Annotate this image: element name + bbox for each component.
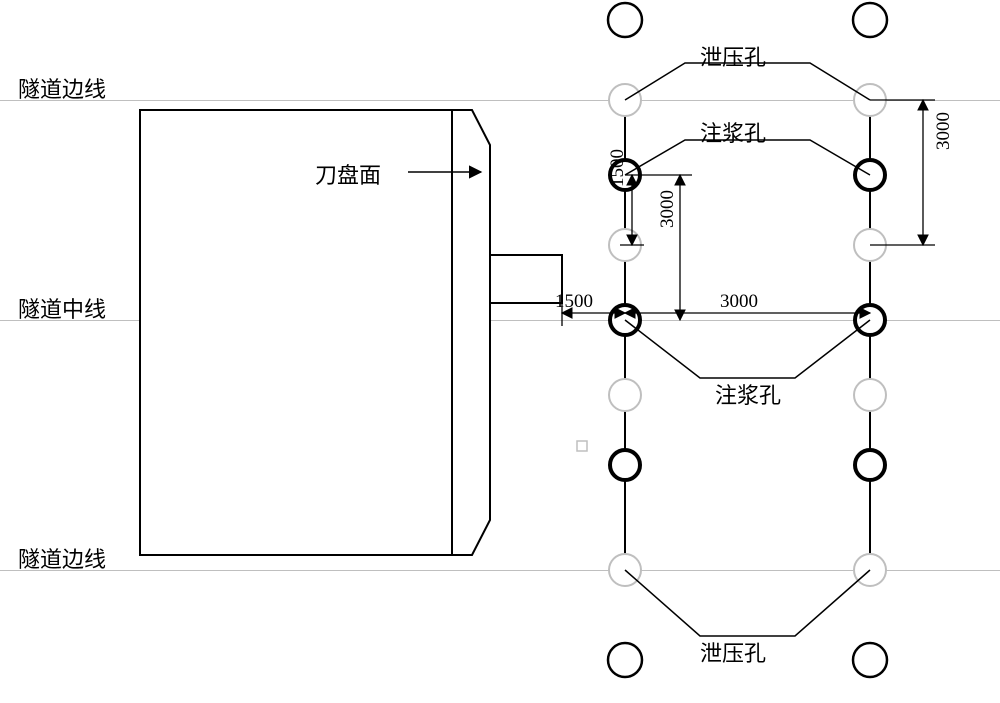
tunnel-center-line xyxy=(0,320,1000,321)
dim-v-3000-outer xyxy=(870,100,935,245)
tunnel-edge-top-line xyxy=(0,100,1000,101)
small-marker-square xyxy=(577,441,587,451)
leader-grout-bottom xyxy=(625,320,870,378)
machine-rod xyxy=(490,255,562,303)
dim-h-1500-text: 1500 xyxy=(555,291,593,313)
label-cutter-face: 刀盘面 xyxy=(315,158,381,190)
outer-circles xyxy=(608,3,887,677)
diagram-svg xyxy=(0,0,1000,703)
label-grout-top: 注浆孔 xyxy=(700,116,766,148)
label-tunnel-edge-top: 隧道边线 xyxy=(18,72,106,104)
label-relief-bottom: 泄压孔 xyxy=(700,636,766,668)
label-relief-top: 泄压孔 xyxy=(700,40,766,72)
dim-v-3000-outer-text: 3000 xyxy=(933,112,955,150)
relief-circles xyxy=(609,84,886,586)
label-tunnel-center: 隧道中线 xyxy=(18,292,106,324)
diagram-stage: 隧道边线 隧道中线 隧道边线 xyxy=(0,0,1000,703)
dim-v-3000-inner-text: 3000 xyxy=(657,190,679,228)
column-lines xyxy=(625,100,870,570)
label-grout-bottom: 注浆孔 xyxy=(715,378,781,410)
leader-relief-bottom xyxy=(625,570,870,636)
tunnel-edge-bottom-line xyxy=(0,570,1000,571)
label-tunnel-edge-bottom: 隧道边线 xyxy=(18,542,106,574)
dim-v-1500-text: 1500 xyxy=(607,149,629,187)
dim-h-3000-text: 3000 xyxy=(720,291,758,313)
